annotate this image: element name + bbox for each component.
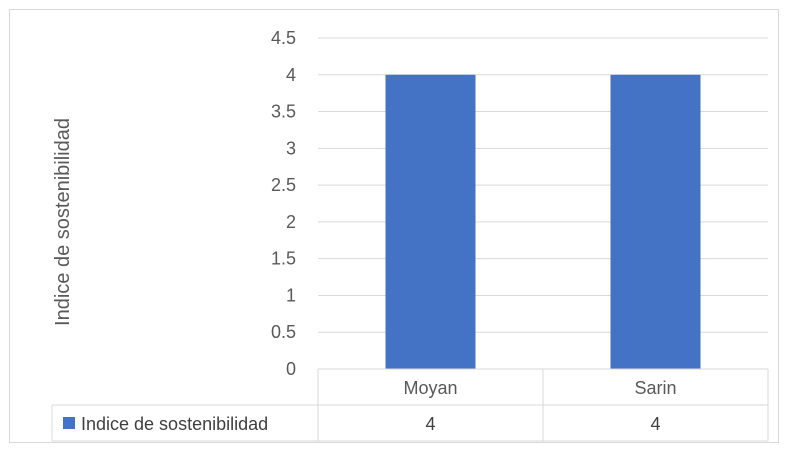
- y-axis-ticks: 0 0.5 1 1.5 2 2.5 3 3.5 4 4.5: [271, 28, 296, 379]
- y-tick-label: 2.5: [271, 175, 296, 195]
- y-tick-label: 2: [286, 212, 296, 232]
- legend-key: [63, 417, 75, 429]
- bar-sarin: [610, 74, 701, 370]
- y-axis-title: Indice de sostenibilidad: [52, 118, 74, 326]
- y-tick-label: 3: [286, 138, 296, 158]
- y-tick-label: 4: [286, 65, 296, 85]
- y-tick-label: 1: [286, 285, 296, 305]
- y-tick-label: 0.5: [271, 322, 296, 342]
- data-table-cell: 4: [650, 414, 660, 434]
- bar-moyan: [385, 74, 476, 370]
- x-category-label: Sarin: [634, 378, 676, 398]
- y-tick-label: 1.5: [271, 249, 296, 269]
- data-table-cell: 4: [425, 414, 435, 434]
- y-tick-label: 4.5: [271, 28, 296, 48]
- x-category-label: Moyan: [403, 378, 457, 398]
- y-tick-label: 0: [286, 359, 296, 379]
- data-table-row-label: Indice de sostenibilidad: [81, 414, 268, 434]
- y-tick-label: 3.5: [271, 102, 296, 122]
- bars: [385, 74, 701, 370]
- data-table: Moyan Sarin Indice de sostenibilidad 4 4: [51, 368, 769, 442]
